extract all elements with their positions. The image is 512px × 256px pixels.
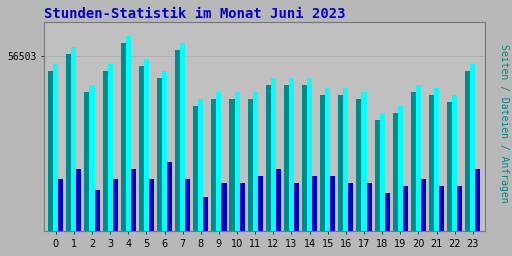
Bar xyxy=(252,92,258,256)
Bar xyxy=(222,183,226,256)
Bar xyxy=(312,176,317,256)
Bar xyxy=(53,64,58,256)
Bar xyxy=(421,179,426,256)
Bar xyxy=(121,43,126,256)
Text: Stunden-Statistik im Monat Juni 2023: Stunden-Statistik im Monat Juni 2023 xyxy=(44,7,346,21)
Bar xyxy=(126,36,131,256)
Bar xyxy=(180,43,185,256)
Bar xyxy=(289,78,294,256)
Bar xyxy=(113,179,118,256)
Bar xyxy=(429,95,434,256)
Bar xyxy=(131,169,136,256)
Bar xyxy=(149,179,154,256)
Bar xyxy=(248,99,252,256)
Bar xyxy=(266,85,271,256)
Bar xyxy=(84,92,90,256)
Bar xyxy=(307,78,312,256)
Bar xyxy=(325,88,330,256)
Bar xyxy=(457,186,462,256)
Bar xyxy=(452,95,457,256)
Bar xyxy=(203,197,208,256)
Bar xyxy=(95,189,100,256)
Bar xyxy=(58,179,63,256)
Bar xyxy=(185,179,190,256)
Bar xyxy=(338,95,344,256)
Bar xyxy=(416,85,421,256)
Bar xyxy=(393,113,398,256)
Bar xyxy=(48,71,53,256)
Bar xyxy=(356,99,361,256)
Bar xyxy=(271,78,276,256)
Bar xyxy=(144,59,149,256)
Bar xyxy=(90,85,95,256)
Bar xyxy=(102,71,108,256)
Bar xyxy=(162,71,167,256)
Bar xyxy=(234,92,240,256)
Bar xyxy=(76,169,81,256)
Bar xyxy=(379,113,385,256)
Bar xyxy=(447,102,452,256)
Bar xyxy=(229,99,234,256)
Bar xyxy=(374,120,379,256)
Bar xyxy=(240,183,245,256)
Bar xyxy=(276,169,281,256)
Bar xyxy=(348,183,353,256)
Bar xyxy=(217,92,222,256)
Bar xyxy=(71,47,76,256)
Bar xyxy=(439,186,444,256)
Bar xyxy=(367,183,372,256)
Bar xyxy=(465,71,470,256)
Bar xyxy=(284,85,289,256)
Bar xyxy=(344,88,348,256)
Bar xyxy=(108,64,113,256)
Bar xyxy=(258,176,263,256)
Bar xyxy=(66,54,71,256)
Bar xyxy=(294,183,299,256)
Bar xyxy=(302,85,307,256)
Bar xyxy=(361,92,367,256)
Bar xyxy=(330,176,335,256)
Text: Seiten / Dateien / Anfragen: Seiten / Dateien / Anfragen xyxy=(499,44,509,202)
Bar xyxy=(157,78,162,256)
Bar xyxy=(167,162,172,256)
Bar xyxy=(320,95,325,256)
Bar xyxy=(411,92,416,256)
Bar xyxy=(434,88,439,256)
Bar xyxy=(193,106,198,256)
Bar xyxy=(398,106,403,256)
Bar xyxy=(403,186,408,256)
Bar xyxy=(470,64,475,256)
Bar xyxy=(175,50,180,256)
Bar xyxy=(139,66,144,256)
Bar xyxy=(198,99,203,256)
Bar xyxy=(475,169,480,256)
Bar xyxy=(385,193,390,256)
Bar xyxy=(211,99,217,256)
